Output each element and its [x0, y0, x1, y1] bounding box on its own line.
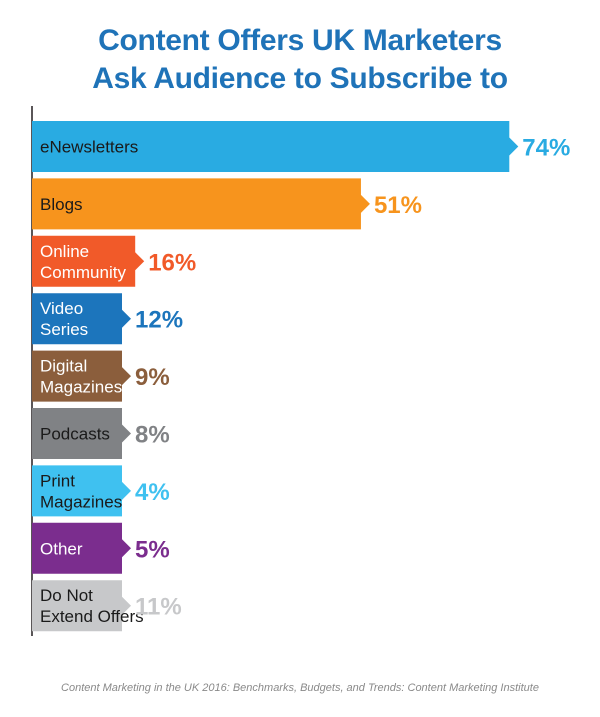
value-label: 8% — [135, 422, 170, 449]
value-label: 9% — [135, 364, 170, 391]
value-label: 74% — [522, 135, 570, 162]
bar-row: Podcasts 8% — [32, 408, 170, 459]
category-label: Magazines — [40, 492, 122, 511]
category-label: Podcasts — [40, 425, 110, 444]
value-label: 4% — [135, 479, 170, 506]
bar-row: Print Magazines 4% — [32, 465, 170, 517]
bar-row: Other 5% — [32, 522, 170, 574]
chart-title-line-1: Content Offers UK Marketers — [98, 24, 502, 57]
category-label: Online — [40, 242, 89, 261]
category-label: Print — [40, 471, 75, 490]
bar-row: Digital Magazines 9% — [32, 350, 170, 402]
value-label: 51% — [374, 192, 422, 219]
value-label: 5% — [135, 536, 170, 563]
category-label: eNewsletters — [40, 138, 138, 157]
bar-chart: eNewsletters 74% Blogs 51% Online Community 16… — [31, 106, 570, 636]
bar — [32, 235, 145, 287]
bar — [32, 350, 131, 402]
bar — [32, 465, 131, 517]
bar-row: eNewsletters 74% — [32, 121, 570, 172]
value-label: 12% — [135, 307, 183, 334]
category-label: Blogs — [40, 195, 83, 214]
value-label: 16% — [148, 249, 196, 276]
category-label: Series — [40, 320, 88, 339]
category-label: Community — [40, 263, 126, 282]
bar — [32, 121, 519, 172]
bar — [32, 522, 131, 574]
category-label: Magazines — [40, 378, 122, 397]
value-label: 11% — [135, 594, 182, 621]
bar — [32, 580, 131, 632]
category-label: Other — [40, 539, 83, 558]
chart-title: Content Offers UK Marketers Ask Audience… — [0, 22, 600, 98]
category-label: Video — [40, 299, 83, 318]
bar-row: Video Series 12% — [32, 293, 183, 345]
bar — [32, 293, 131, 345]
bar — [32, 408, 131, 459]
category-label: Do Not — [40, 586, 93, 605]
source-caption: Content Marketing in the UK 2016: Benchm… — [61, 682, 539, 694]
category-label: Extend Offers — [40, 607, 144, 626]
chart-title-line-2: Ask Audience to Subscribe to — [92, 62, 508, 95]
bar-row: Online Community 16% — [32, 235, 196, 287]
category-label: Digital — [40, 357, 87, 376]
bar — [32, 178, 370, 230]
bar-row: Blogs 51% — [32, 178, 422, 230]
